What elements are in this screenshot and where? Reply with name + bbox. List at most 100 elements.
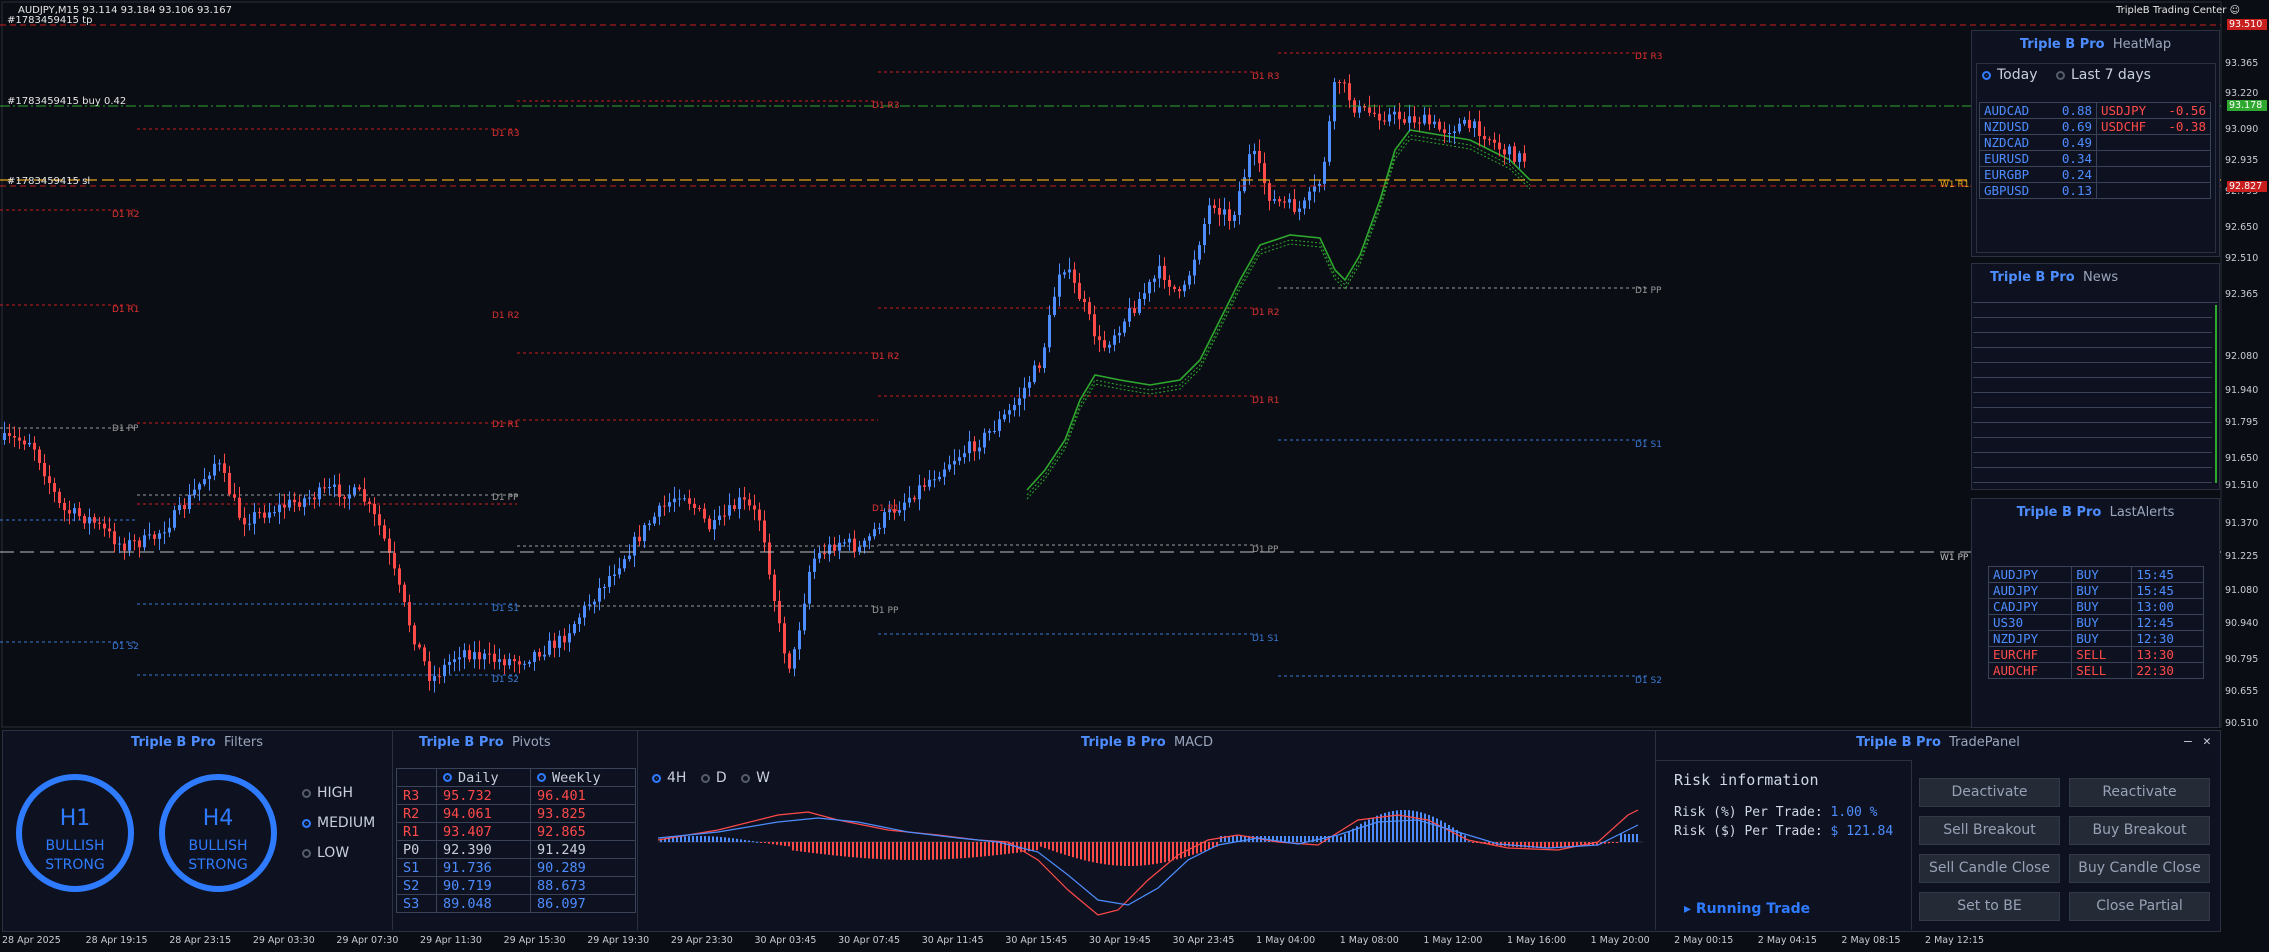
candle-body [558,635,561,648]
candle-body [618,568,621,575]
macd-histogram-bar [1224,836,1226,842]
filter-high-radio[interactable]: HIGH [302,778,375,808]
candle-body [663,505,666,507]
candle-body [853,538,856,552]
candle-body [1338,82,1341,84]
heatmap-range-toggle: Today Last 7 days [1982,67,2151,83]
macd-tf-4h[interactable]: 4H [652,770,686,786]
candle-body [413,625,416,645]
candle-body [48,476,51,484]
pivot-row: R3 95.732 96.401 [395,786,637,805]
filter-low-radio[interactable]: LOW [302,838,375,868]
news-row[interactable] [1973,378,2212,393]
filter-medium-radio[interactable]: MEDIUM [302,808,375,838]
level-label-d1s2: D1 S2 [492,675,519,685]
news-scrollbar[interactable] [2215,305,2217,483]
news-row[interactable] [1973,333,2212,348]
macd-histogram-bar [728,837,730,842]
time-axis-label: 29 Apr 19:30 [587,935,650,946]
time-axis-label: 30 Apr 23:45 [1172,935,1235,946]
minimize-button[interactable]: — [2184,734,2192,749]
news-row[interactable] [1973,363,2212,378]
macd-histogram-bar [1516,842,1518,848]
macd-histogram-bar [984,842,986,857]
candle-body [508,659,511,666]
candle-body [603,586,606,589]
macd-histogram-bar [940,842,942,860]
pivots-weekly-tab[interactable]: Weekly [529,768,637,787]
macd-histogram-bar [864,842,866,859]
last7days-radio[interactable]: Last 7 days [2055,67,2151,83]
macd-histogram-bar [1140,842,1142,866]
news-row[interactable] [1973,408,2212,423]
macd-histogram-bar [1540,842,1542,848]
macd-histogram-bar [1636,834,1638,842]
reactivate-button[interactable]: Reactivate [2069,778,2210,807]
macd-histogram-bar [1100,842,1102,864]
macd-histogram-bar [1632,834,1634,842]
candle-body [683,498,686,500]
macd-histogram-bar [1288,836,1290,842]
news-row[interactable] [1973,318,2212,333]
macd-histogram-bar [888,842,890,860]
candle-body [1513,146,1516,162]
macd-histogram-bar [1104,842,1106,865]
news-row[interactable] [1973,468,2212,483]
macd-histogram-bar [1544,842,1546,848]
deactivate-button[interactable]: Deactivate [1919,778,2060,807]
set-to-be-button[interactable]: Set to BE [1919,892,2060,921]
macd-histogram-bar [1312,836,1314,842]
candle-body [698,507,701,509]
candle-body [948,464,951,470]
macd-histogram-bar [1072,842,1074,858]
macd-histogram-bar [1584,842,1586,846]
candle-body [658,505,661,517]
close-button[interactable]: ✕ [2203,734,2211,749]
buy-breakout-button[interactable]: Buy Breakout [2069,816,2210,845]
level-label-d1pp: D1 PP [492,493,519,503]
candle-body [1253,150,1256,155]
candle-body [633,536,636,556]
news-row[interactable] [1973,303,2212,318]
buy-candle-close-button[interactable]: Buy Candle Close [2069,854,2210,883]
candle-body [548,640,551,655]
candle-body [113,531,116,545]
candle-body [1073,269,1076,283]
sell-candle-close-button[interactable]: Sell Candle Close [1919,854,2060,883]
candle-body [423,647,426,662]
candle-body [623,559,626,569]
macd-tf-w[interactable]: W [741,770,770,786]
order-buy-label: #1783459415 buy 0.42 [7,96,127,107]
today-radio[interactable]: Today [1982,67,2038,83]
candle-body [153,534,156,539]
close-partial-button[interactable]: Close Partial [2069,892,2210,921]
news-row[interactable] [1973,348,2212,363]
macd-histogram-bar [1196,842,1198,854]
candle-body [363,489,366,502]
news-row[interactable] [1973,423,2212,438]
macd-histogram-bar [1368,819,1370,842]
candle-body [538,652,541,657]
candle-body [98,522,101,524]
heatmap-row: NZDCAD 0.49 [1979,134,2211,151]
time-axis-label: 29 Apr 15:30 [503,935,566,946]
candle-body [1208,205,1211,224]
candle-body [718,515,721,521]
candle-body [973,441,976,452]
news-row[interactable] [1973,393,2212,408]
alerts-panel: Triple B Pro LastAlerts AUDJPY BUY 15:45 AU… [1971,498,2220,728]
news-list[interactable] [1973,302,2218,487]
price-axis-label: 91.940 [2225,385,2259,396]
macd-tf-d[interactable]: D [700,770,727,786]
candle-body [1173,286,1176,290]
news-row[interactable] [1973,438,2212,453]
news-row[interactable] [1973,453,2212,468]
macd-histogram-bar [668,837,670,842]
macd-histogram-bar [676,836,678,842]
running-trade-toggle[interactable]: ▸ Running Trade [1684,901,1811,917]
time-axis-label: 1 May 20:00 [1590,935,1650,946]
candle-body [513,659,516,662]
sell-breakout-button[interactable]: Sell Breakout [1919,816,2060,845]
pivots-daily-tab[interactable]: Daily [436,768,531,787]
macd-histogram-bar [876,842,878,859]
